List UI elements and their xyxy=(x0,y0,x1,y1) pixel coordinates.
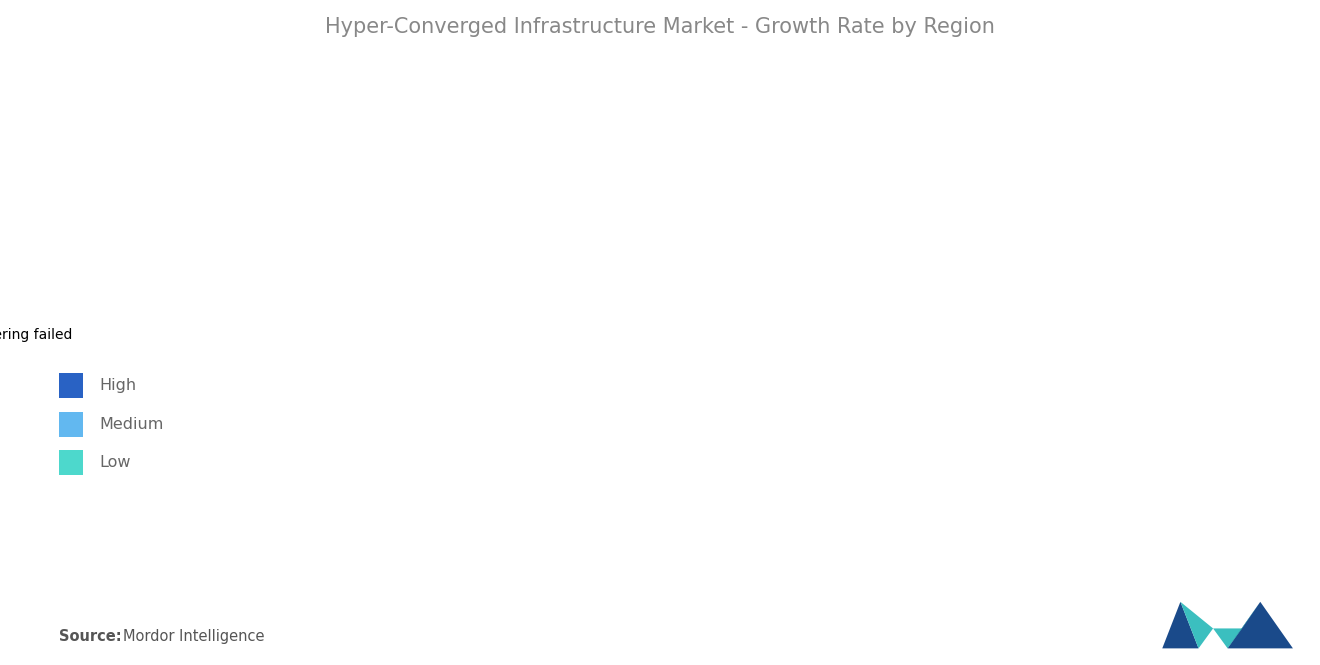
Polygon shape xyxy=(1180,602,1213,648)
Polygon shape xyxy=(1162,602,1199,648)
Polygon shape xyxy=(1213,628,1242,648)
Text: Mordor Intelligence: Mordor Intelligence xyxy=(123,628,264,644)
Text: Map rendering failed: Map rendering failed xyxy=(0,328,73,342)
Text: Low: Low xyxy=(99,456,131,470)
Text: Medium: Medium xyxy=(99,417,164,432)
Polygon shape xyxy=(1228,602,1294,648)
Text: Hyper-Converged Infrastructure Market - Growth Rate by Region: Hyper-Converged Infrastructure Market - … xyxy=(325,17,995,37)
Text: High: High xyxy=(99,378,136,393)
Text: Source:: Source: xyxy=(59,628,121,644)
Polygon shape xyxy=(1228,602,1261,648)
